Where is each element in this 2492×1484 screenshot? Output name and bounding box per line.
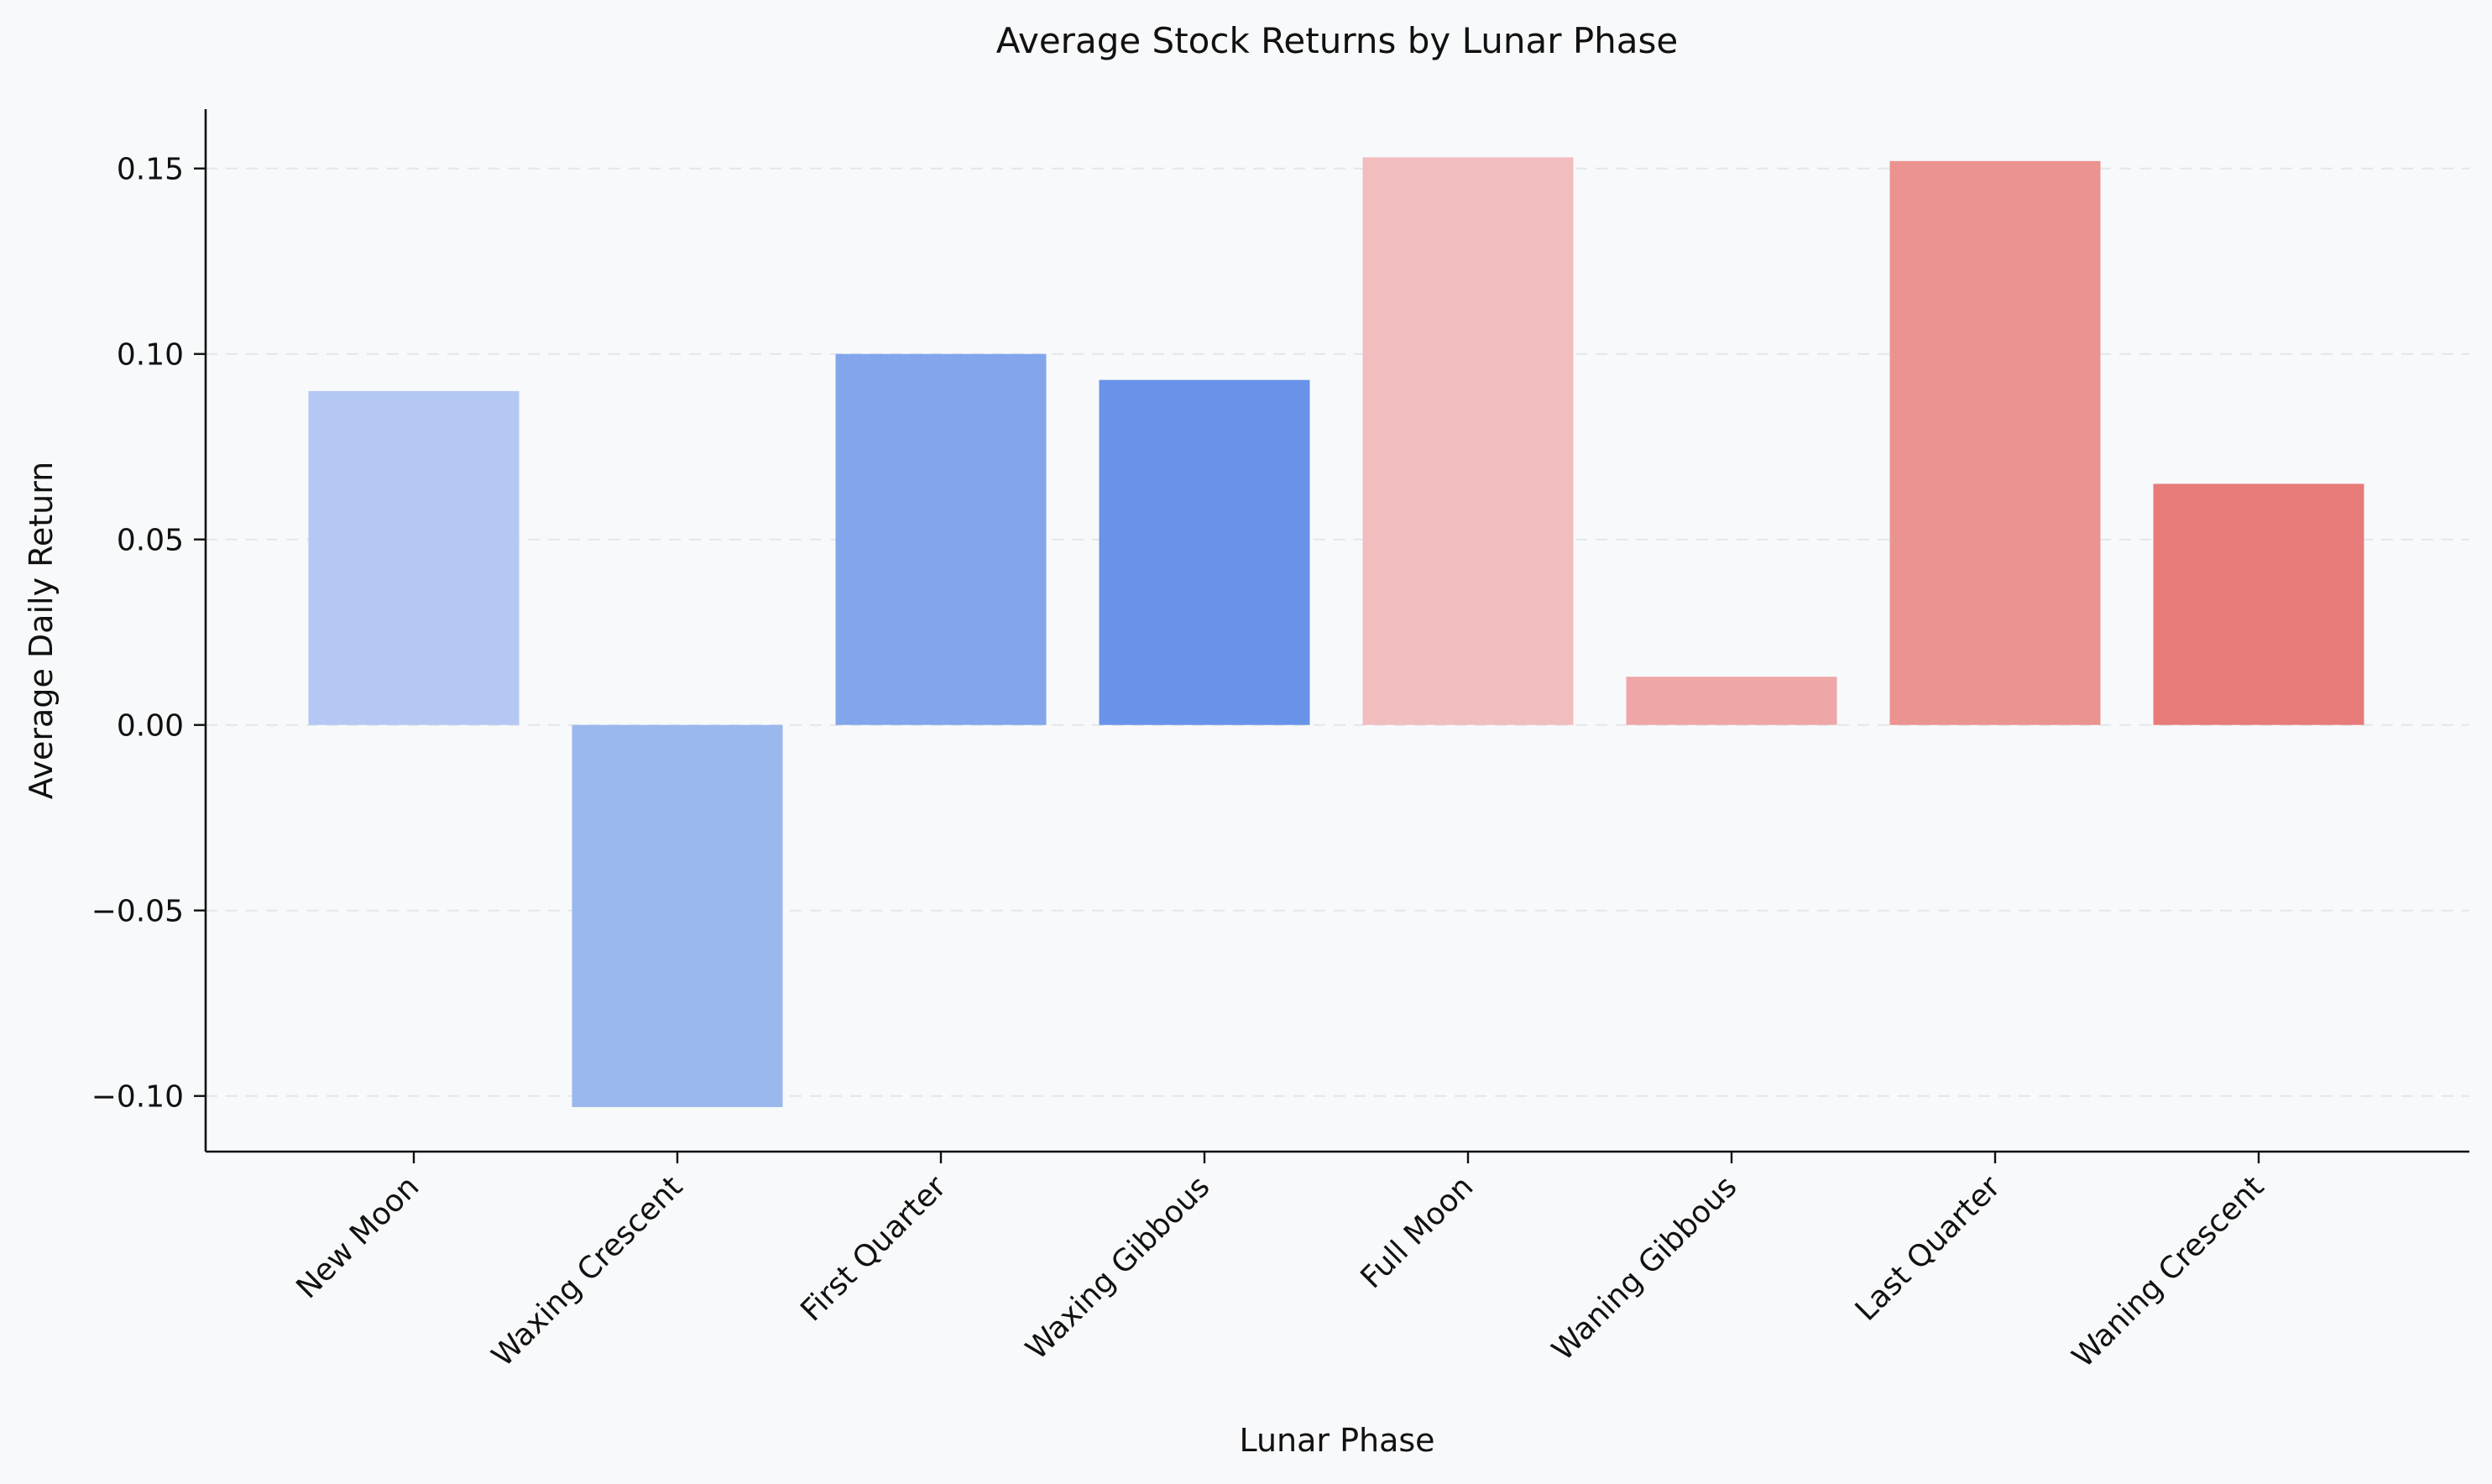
y-gridlines xyxy=(206,167,2469,1097)
y-tick-label: −0.05 xyxy=(91,895,184,929)
bar xyxy=(308,390,520,725)
bar xyxy=(1099,379,1310,725)
y-tick-label: 0.10 xyxy=(117,338,184,373)
bar xyxy=(572,724,783,1107)
x-axis-label: Lunar Phase xyxy=(1239,1422,1434,1459)
bar xyxy=(1362,157,1574,725)
y-tick-label: 0.15 xyxy=(117,153,184,187)
y-tick-label: 0.05 xyxy=(117,524,184,558)
y-axis-label: Average Daily Return xyxy=(23,462,60,799)
bar xyxy=(835,353,1047,725)
y-ticks: −0.10 −0.05 0.00 0.05 0.10 0.15 xyxy=(91,153,206,1115)
y-tick-label: −0.10 xyxy=(91,1080,184,1115)
chart-title: Average Stock Returns by Lunar Phase xyxy=(996,20,1679,61)
y-tick-label: 0.00 xyxy=(117,709,184,744)
bar xyxy=(1626,677,1837,725)
bars xyxy=(308,157,2364,1107)
bar xyxy=(1889,160,2101,725)
bar xyxy=(2153,483,2364,725)
